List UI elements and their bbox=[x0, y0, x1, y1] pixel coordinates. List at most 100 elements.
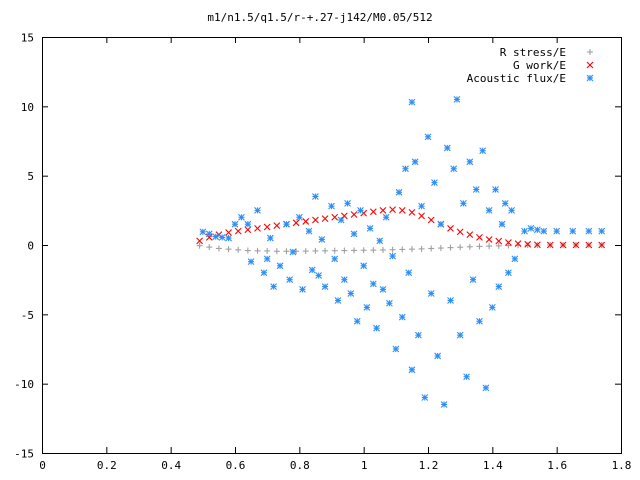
g-work-e-point bbox=[408, 209, 416, 216]
g-work-e-point bbox=[524, 240, 532, 248]
g-work-e-point bbox=[585, 241, 593, 249]
acoustic-flux-e-point bbox=[366, 224, 374, 232]
g-work-e-point bbox=[389, 206, 397, 214]
acoustic-flux-e-point bbox=[476, 317, 483, 325]
y-tick-label: -5 bbox=[21, 309, 34, 322]
acoustic-flux-e-point bbox=[218, 233, 226, 241]
r-stress-e-point bbox=[341, 247, 348, 254]
g-work-e-point bbox=[598, 241, 606, 249]
r-stress-e-point bbox=[389, 246, 396, 253]
acoustic-flux-e-point bbox=[357, 206, 364, 214]
x-tick-label: 1.2 bbox=[419, 459, 439, 472]
y-tick-label: -15 bbox=[14, 448, 34, 461]
acoustic-flux-e-point bbox=[418, 202, 425, 210]
acoustic-flux-e-point bbox=[238, 213, 245, 221]
g-work-e-point bbox=[292, 219, 300, 227]
r-stress-e-point bbox=[447, 244, 454, 251]
r-stress-e-point bbox=[370, 247, 377, 254]
g-work-e-point bbox=[514, 240, 522, 248]
r-stress-e-point bbox=[264, 247, 271, 254]
acoustic-flux-e-point bbox=[440, 401, 448, 408]
r-stress-e-point bbox=[486, 243, 493, 250]
acoustic-flux-e-point bbox=[437, 220, 445, 228]
acoustic-flux-e-point bbox=[376, 237, 384, 245]
y-tick-label: 15 bbox=[21, 32, 34, 45]
r-stress-e-point bbox=[351, 247, 358, 254]
acoustic-flux-e-point bbox=[270, 283, 277, 290]
tick-layer: 0 0.2 0.4 0.6 0.8 1 1.2 1.4 1.6 1.8 -15 -10 -5 0 5 10 15 bbox=[14, 32, 631, 473]
acoustic-flux-e-point bbox=[411, 158, 419, 166]
acoustic-flux-e-point bbox=[212, 233, 220, 241]
g-work-e-point bbox=[321, 215, 329, 223]
x-tick-label: 1 bbox=[361, 459, 368, 472]
g-work-e-point bbox=[196, 237, 204, 245]
acoustic-flux-e-point bbox=[450, 165, 458, 173]
x-tick-label: 0.6 bbox=[226, 459, 246, 472]
acoustic-flux-e-point bbox=[283, 220, 290, 228]
acoustic-flux-e-point bbox=[379, 285, 387, 293]
r-stress-e-point bbox=[331, 247, 338, 254]
acoustic-flux-e-point bbox=[431, 179, 438, 186]
acoustic-flux-e-point bbox=[533, 226, 541, 234]
acoustic-flux-e-point bbox=[521, 227, 528, 235]
acoustic-flux-e-point bbox=[318, 236, 326, 243]
legend-marker bbox=[586, 61, 594, 69]
acoustic-flux-e-point bbox=[505, 269, 512, 277]
g-work-e-point bbox=[427, 216, 435, 224]
y-tick-label: 5 bbox=[27, 170, 34, 183]
x-tick-label: 0.8 bbox=[290, 459, 310, 472]
legend-label: Acoustic flux/E bbox=[467, 72, 566, 85]
r-stress-e-point bbox=[283, 248, 290, 255]
acoustic-flux-e-point bbox=[328, 202, 335, 210]
acoustic-flux-e-point bbox=[353, 317, 361, 325]
legend-label: R stress/E bbox=[500, 46, 566, 59]
r-stress-e-point bbox=[273, 248, 280, 255]
acoustic-flux-e-point bbox=[511, 255, 519, 263]
y-tick-label: -10 bbox=[14, 378, 34, 391]
x-tick-label: 0.2 bbox=[97, 459, 117, 472]
g-work-e-point bbox=[350, 211, 358, 218]
acoustic-flux-e-point bbox=[295, 213, 303, 221]
x-tick-label: 0.4 bbox=[161, 459, 181, 472]
acoustic-flux-e-point bbox=[321, 283, 329, 290]
y-tick-label: 0 bbox=[27, 240, 34, 253]
acoustic-flux-e-point bbox=[501, 200, 509, 207]
acoustic-flux-e-point bbox=[485, 206, 493, 214]
g-work-e-point bbox=[447, 224, 454, 232]
r-stress-e-point bbox=[408, 246, 415, 253]
g-work-e-point bbox=[495, 237, 503, 245]
acoustic-flux-e-point bbox=[331, 255, 339, 263]
acoustic-flux-e-point bbox=[305, 227, 313, 235]
r-stress-e-point bbox=[399, 246, 406, 253]
acoustic-flux-e-point bbox=[286, 276, 294, 284]
g-work-e-point bbox=[369, 208, 377, 216]
g-work-e-point bbox=[340, 212, 348, 220]
acoustic-flux-e-point bbox=[408, 98, 416, 106]
acoustic-flux-e-point bbox=[199, 228, 207, 236]
acoustic-flux-e-point bbox=[315, 272, 323, 279]
g-work-e-point bbox=[234, 227, 242, 235]
r-stress-e-point bbox=[225, 246, 232, 253]
x-tick-label: 1.8 bbox=[612, 459, 632, 472]
acoustic-flux-e-point bbox=[363, 304, 371, 311]
acoustic-flux-e-point bbox=[347, 290, 355, 297]
acoustic-flux-e-point bbox=[585, 227, 593, 235]
r-stress-e-point bbox=[476, 243, 483, 250]
acoustic-flux-e-point bbox=[466, 158, 474, 166]
acoustic-flux-e-point bbox=[427, 290, 435, 297]
r-stress-e-point bbox=[505, 242, 512, 249]
marks-layer bbox=[196, 96, 606, 408]
legend-item-acoustic-flux-e: Acoustic flux/E bbox=[467, 72, 594, 85]
g-work-e-point bbox=[466, 231, 474, 238]
acoustic-flux-e-point bbox=[508, 206, 516, 214]
acoustic-flux-e-point bbox=[360, 262, 368, 270]
acoustic-flux-e-point bbox=[482, 384, 490, 392]
acoustic-flux-e-point bbox=[456, 331, 464, 339]
g-work-e-point bbox=[572, 241, 580, 249]
g-work-e-point bbox=[312, 216, 319, 224]
acoustic-flux-e-point bbox=[386, 299, 393, 307]
g-work-e-point bbox=[533, 241, 541, 249]
acoustic-flux-e-point bbox=[459, 200, 467, 207]
y-tick-label: 10 bbox=[21, 101, 34, 114]
r-stress-e-point bbox=[437, 245, 444, 252]
